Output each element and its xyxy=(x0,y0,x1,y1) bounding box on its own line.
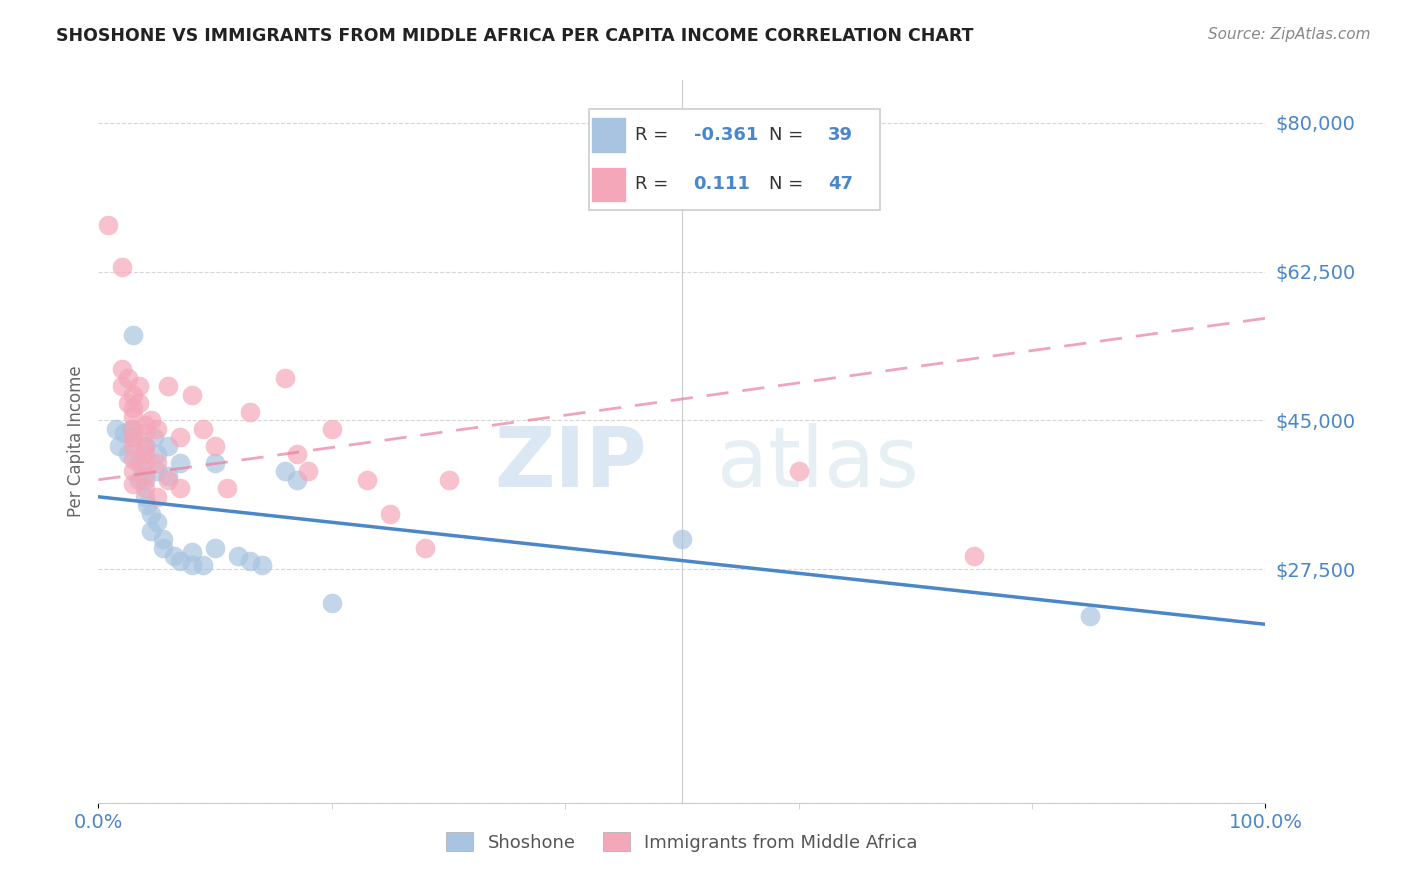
Point xyxy=(128,396,150,410)
Point xyxy=(169,553,191,567)
Point xyxy=(128,379,150,393)
Point xyxy=(112,425,135,440)
Point xyxy=(180,388,202,402)
Point xyxy=(157,473,180,487)
Point xyxy=(193,558,215,572)
Point xyxy=(134,417,156,432)
Point xyxy=(380,507,402,521)
Point xyxy=(122,477,145,491)
Point xyxy=(128,456,150,470)
Point xyxy=(152,541,174,555)
Text: ZIP: ZIP xyxy=(495,423,647,504)
Point xyxy=(122,430,145,444)
Point xyxy=(122,328,145,343)
Point xyxy=(122,451,145,466)
Point xyxy=(163,549,186,564)
Point xyxy=(239,553,262,567)
Point xyxy=(134,468,156,483)
Point xyxy=(239,405,262,419)
Point xyxy=(134,481,156,495)
Point xyxy=(146,464,169,478)
Point xyxy=(139,524,162,538)
Point xyxy=(108,439,131,453)
Point xyxy=(157,468,180,483)
Point xyxy=(671,533,693,547)
Point xyxy=(152,533,174,547)
Point xyxy=(1080,608,1102,623)
Point xyxy=(356,473,378,487)
Point xyxy=(134,439,156,453)
Point xyxy=(274,371,297,385)
Point xyxy=(146,516,169,530)
Point xyxy=(413,541,436,555)
Point xyxy=(962,549,984,564)
Point xyxy=(204,456,226,470)
Point xyxy=(146,422,169,436)
Point xyxy=(285,473,308,487)
Point xyxy=(321,596,343,610)
Text: SHOSHONE VS IMMIGRANTS FROM MIDDLE AFRICA PER CAPITA INCOME CORRELATION CHART: SHOSHONE VS IMMIGRANTS FROM MIDDLE AFRIC… xyxy=(56,27,974,45)
Point xyxy=(274,464,297,478)
Point xyxy=(117,371,139,385)
Point xyxy=(169,481,191,495)
Point xyxy=(297,464,319,478)
Point xyxy=(180,558,202,572)
Point xyxy=(250,558,273,572)
Point xyxy=(139,507,162,521)
Point xyxy=(136,498,159,512)
Point xyxy=(437,473,460,487)
Point xyxy=(111,260,134,275)
Point xyxy=(128,473,150,487)
Point xyxy=(122,422,145,436)
Point xyxy=(134,473,156,487)
Point xyxy=(122,464,145,478)
Point xyxy=(157,439,180,453)
Point xyxy=(117,396,139,410)
Point xyxy=(134,425,156,440)
Point xyxy=(134,456,156,470)
Text: atlas: atlas xyxy=(717,423,918,504)
Point xyxy=(134,447,156,461)
Point xyxy=(787,464,810,478)
Point xyxy=(122,388,145,402)
Point xyxy=(120,422,142,436)
Point xyxy=(228,549,250,564)
Point xyxy=(122,401,145,415)
Point xyxy=(143,430,166,444)
Point xyxy=(146,490,169,504)
Point xyxy=(180,545,202,559)
Point xyxy=(97,218,120,232)
Point xyxy=(111,362,134,376)
Point xyxy=(134,439,156,453)
Point xyxy=(134,490,156,504)
Point xyxy=(285,447,308,461)
Legend: Shoshone, Immigrants from Middle Africa: Shoshone, Immigrants from Middle Africa xyxy=(439,825,925,859)
Point xyxy=(157,379,180,393)
Point xyxy=(204,541,226,555)
Point xyxy=(111,379,134,393)
Point xyxy=(146,447,169,461)
Point xyxy=(321,422,343,436)
Point xyxy=(139,413,162,427)
Point xyxy=(215,481,238,495)
Point xyxy=(169,430,191,444)
Y-axis label: Per Capita Income: Per Capita Income xyxy=(66,366,84,517)
Point xyxy=(193,422,215,436)
Point xyxy=(169,456,191,470)
Point xyxy=(122,439,145,453)
Point xyxy=(146,456,169,470)
Point xyxy=(104,422,127,436)
Point xyxy=(204,439,226,453)
Point xyxy=(122,430,145,444)
Point xyxy=(117,447,139,461)
Text: Source: ZipAtlas.com: Source: ZipAtlas.com xyxy=(1208,27,1371,42)
Point xyxy=(122,409,145,423)
